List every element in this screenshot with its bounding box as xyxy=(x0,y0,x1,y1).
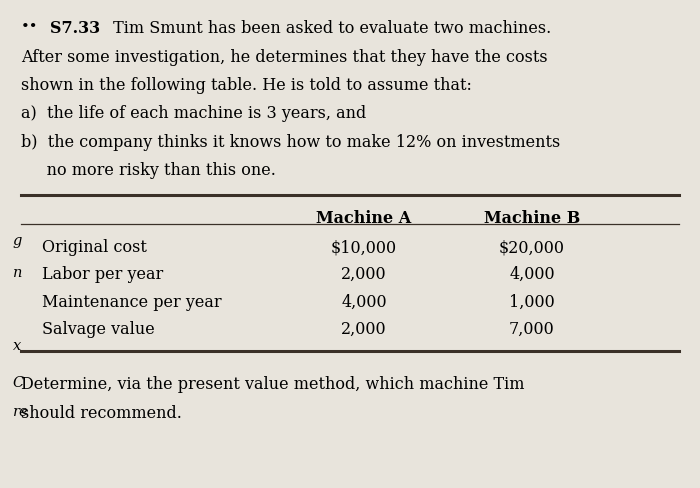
Text: S7.33: S7.33 xyxy=(50,20,101,38)
Text: a)  the life of each machine is 3 years, and: a) the life of each machine is 3 years, … xyxy=(21,105,366,122)
Text: 2,000: 2,000 xyxy=(341,321,387,338)
Text: Original cost: Original cost xyxy=(42,239,147,256)
Text: Machine A: Machine A xyxy=(316,210,412,227)
Text: C: C xyxy=(13,376,24,390)
Text: g: g xyxy=(13,234,22,248)
Text: no more risky than this one.: no more risky than this one. xyxy=(21,162,276,179)
Text: Salvage value: Salvage value xyxy=(42,321,155,338)
Text: $10,000: $10,000 xyxy=(331,239,397,256)
Text: x: x xyxy=(13,339,21,353)
Text: n: n xyxy=(13,266,22,280)
Text: $20,000: $20,000 xyxy=(499,239,565,256)
Text: Determine, via the present value method, which machine Tim: Determine, via the present value method,… xyxy=(21,376,524,393)
Text: 1,000: 1,000 xyxy=(509,294,555,311)
Text: Labor per year: Labor per year xyxy=(42,266,163,283)
Text: Tim Smunt has been asked to evaluate two machines.: Tim Smunt has been asked to evaluate two… xyxy=(108,20,552,38)
Text: shown in the following table. He is told to assume that:: shown in the following table. He is told… xyxy=(21,77,472,94)
Text: re: re xyxy=(13,405,28,419)
Text: 2,000: 2,000 xyxy=(341,266,387,283)
Text: should recommend.: should recommend. xyxy=(21,405,182,422)
Text: Machine B: Machine B xyxy=(484,210,580,227)
Text: b)  the company thinks it knows how to make 12% on investments: b) the company thinks it knows how to ma… xyxy=(21,134,560,151)
Text: ••: •• xyxy=(21,20,38,35)
Text: After some investigation, he determines that they have the costs: After some investigation, he determines … xyxy=(21,49,547,66)
Text: Maintenance per year: Maintenance per year xyxy=(42,294,222,311)
Text: 4,000: 4,000 xyxy=(509,266,555,283)
Text: 4,000: 4,000 xyxy=(341,294,387,311)
Text: 7,000: 7,000 xyxy=(509,321,555,338)
